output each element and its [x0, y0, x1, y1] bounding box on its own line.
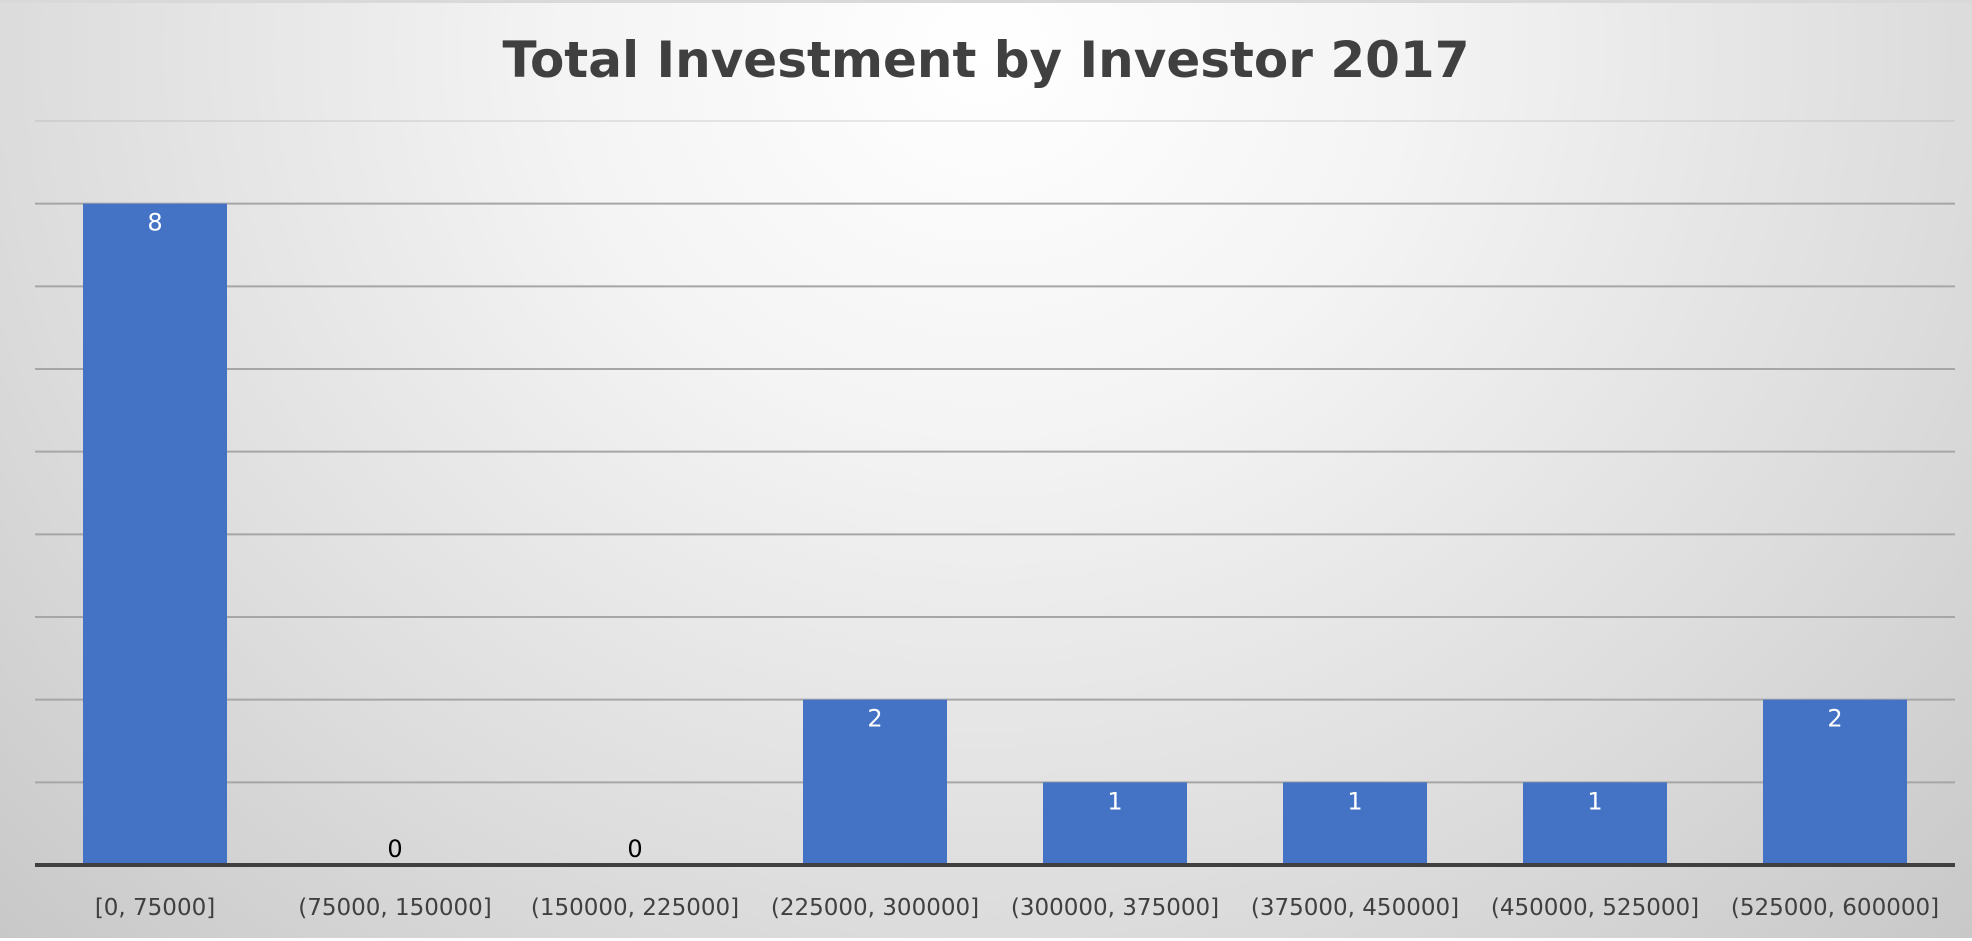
x-tick-label: [0, 75000]: [95, 895, 215, 921]
x-tick-label: (525000, 600000]: [1731, 895, 1939, 921]
chart-title: Total Investment by Investor 2017: [502, 31, 1470, 89]
x-tick-label: (150000, 225000]: [531, 895, 739, 921]
gridlines: [35, 120, 1955, 784]
bar-chart: [0, 75000] (75000, 150000] (150000, 225000…: [35, 120, 1955, 921]
data-label: 8: [147, 209, 162, 237]
bar: [83, 203, 227, 865]
bar: [1043, 782, 1187, 865]
data-label: 1: [1347, 787, 1362, 815]
data-label: 0: [387, 835, 402, 863]
x-tick-label: (450000, 525000]: [1491, 895, 1699, 921]
x-tick-label: (225000, 300000]: [771, 895, 979, 921]
x-tick-labels: [0, 75000] (75000, 150000] (150000, 225000…: [95, 895, 1939, 921]
data-labels: 8 0 0 2 1 1 1 2: [147, 209, 1842, 863]
data-label: 0: [627, 835, 642, 863]
bar: [1763, 699, 1907, 865]
bars: [83, 203, 1907, 865]
bar: [1523, 782, 1667, 865]
bar: [803, 699, 947, 865]
x-tick-label: (75000, 150000]: [298, 895, 492, 921]
x-tick-label: (375000, 450000]: [1251, 895, 1459, 921]
data-label: 1: [1587, 787, 1602, 815]
bar: [1283, 782, 1427, 865]
data-label: 2: [1827, 705, 1842, 733]
data-label: 1: [1107, 787, 1122, 815]
data-label: 2: [867, 705, 882, 733]
x-tick-label: (300000, 375000]: [1011, 895, 1219, 921]
